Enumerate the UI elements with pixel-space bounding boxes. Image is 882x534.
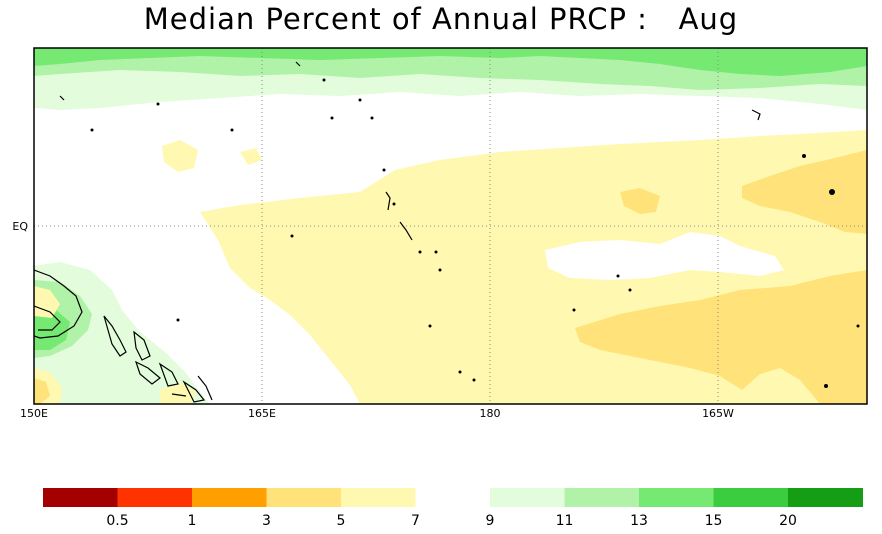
colorbar-swatch (564, 488, 640, 507)
colorbar-label: 11 (556, 513, 574, 529)
patch-yellow-2 (240, 148, 262, 165)
colorbar-label: 9 (486, 513, 495, 529)
coastlines (34, 61, 761, 403)
colorbar-swatch (415, 488, 491, 507)
colorbar-label: 3 (262, 513, 271, 529)
colorbar-label: 5 (337, 513, 346, 529)
colorbar-label: 7 (411, 513, 420, 529)
chart-title: Median Percent of Annual PRCP : Aug (143, 2, 739, 36)
band-green-north (34, 48, 867, 76)
grid-lines (34, 48, 867, 404)
x-tick-165e: 165E (248, 407, 276, 420)
colorbar-swatch (192, 488, 267, 507)
patch-yellow-1 (162, 140, 198, 172)
colorbar-swatch (788, 488, 863, 507)
colorbar-swatch (341, 488, 416, 507)
patch-orange-small (620, 188, 660, 214)
precip-field (34, 48, 867, 404)
y-tick-eq: EQ (12, 220, 28, 233)
colorbar-label: 20 (779, 513, 797, 529)
region-orange-south (575, 270, 867, 404)
colorbar-swatch (490, 488, 565, 507)
colorbar: 0.5 1 3 5 7 9 11 13 15 20 (43, 488, 863, 529)
islands (90, 78, 860, 388)
region-orange-east (742, 150, 867, 234)
patch-yellow-sw1 (34, 286, 60, 318)
region-white-hole (545, 232, 784, 280)
colorbar-swatch (713, 488, 789, 507)
x-tick-150e: 150E (20, 407, 48, 420)
colorbar-swatch (43, 488, 118, 507)
colorbar-label: 15 (705, 513, 723, 529)
x-tick-180: 180 (480, 407, 501, 420)
x-tick-165w: 165W (702, 407, 734, 420)
colorbar-swatch (266, 488, 342, 507)
colorbar-swatch (639, 488, 714, 507)
colorbar-label: 0.5 (106, 513, 128, 529)
colorbar-swatch (117, 488, 193, 507)
colorbar-label: 13 (630, 513, 648, 529)
colorbar-label: 1 (188, 513, 197, 529)
patch-orange-sw (34, 378, 50, 404)
map-frame (33, 47, 868, 405)
